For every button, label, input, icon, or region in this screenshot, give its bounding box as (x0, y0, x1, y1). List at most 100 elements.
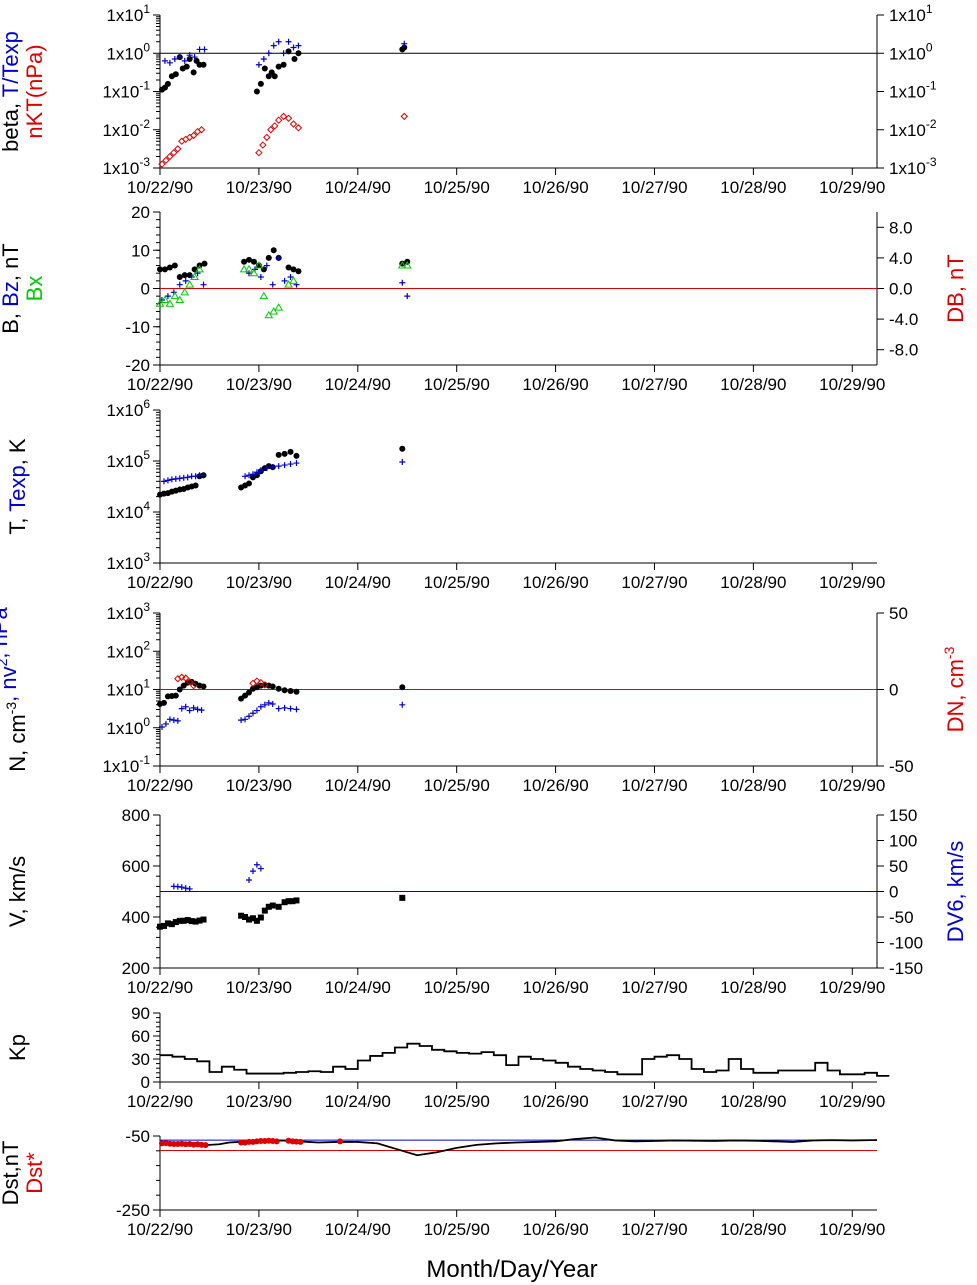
data-point (178, 673, 186, 681)
data-point (259, 291, 269, 300)
data-point (182, 277, 189, 284)
data-point (260, 55, 267, 62)
data-point (164, 477, 171, 484)
data-point (289, 898, 296, 905)
data-point (184, 474, 191, 481)
right-axis-label: DN, cm-3 (941, 646, 968, 732)
y-tick-label: 90 (131, 1004, 150, 1023)
data-point (190, 704, 197, 711)
data-point (165, 299, 175, 307)
panel-dst: -250 -50 10/22/90 10/23/90 10/24/90 10/25/90 1… (0, 1127, 885, 1239)
data-point (400, 112, 408, 121)
data-point (192, 482, 199, 489)
panel-beta: 1x10-3 1x10-2 1x10-1 1x100 1x101 1x10-3 1x10-2… (0, 2, 937, 197)
data-point (198, 707, 205, 714)
x-tick-label: 10/23/90 (226, 776, 292, 795)
data-point (267, 126, 275, 134)
data-point (254, 261, 264, 269)
data-point (242, 914, 249, 920)
data-point (265, 50, 272, 57)
data-point (182, 674, 190, 682)
data-point (171, 262, 178, 269)
data-point (253, 469, 260, 476)
data-point (271, 73, 278, 80)
data-point (275, 254, 282, 261)
y-tick-label: 800 (122, 806, 150, 825)
x-tick-label: 10/22/90 (127, 776, 193, 795)
x-tick-label: 10/22/90 (127, 1092, 193, 1111)
data-point (293, 897, 300, 904)
data-point (246, 270, 253, 277)
data-point (246, 256, 253, 263)
y-tick-label: 0 (141, 1073, 150, 1092)
x-tick-label: 10/27/90 (621, 1220, 687, 1239)
data-point (269, 701, 276, 708)
y-tick-label: 1x103 (106, 550, 150, 573)
data-point (273, 1138, 280, 1145)
x-tick-label: 10/25/90 (424, 573, 490, 592)
x-tick-label: 10/26/90 (522, 1092, 588, 1111)
data-point (249, 915, 256, 922)
data-point (181, 272, 188, 279)
data-point (246, 472, 253, 479)
x-tick-label: 10/26/90 (522, 573, 588, 592)
data-point (257, 703, 264, 710)
data-point (336, 1138, 343, 1145)
data-point (170, 717, 177, 724)
x-tick-label: 10/22/90 (127, 978, 193, 997)
x-tick-label: 10/26/90 (522, 776, 588, 795)
data-point (157, 923, 163, 930)
y-tick-label: 1x101 (106, 2, 150, 25)
data-point (397, 261, 407, 269)
x-tick-label: 10/29/90 (819, 1220, 885, 1239)
x-tick-label: 10/24/90 (325, 178, 391, 197)
data-point (172, 692, 179, 699)
x-tick-label: 10/25/90 (424, 1220, 490, 1239)
data-point (280, 50, 287, 57)
data-point (176, 274, 183, 281)
data-point (270, 42, 277, 49)
data-point (175, 295, 185, 303)
data-point (289, 120, 298, 128)
data-point (265, 254, 272, 261)
y-axis-label: nKT(nPa) (22, 44, 47, 138)
data-point (294, 124, 303, 132)
x-tick-label: 10/27/90 (621, 978, 687, 997)
data-point (285, 898, 292, 905)
right-tick-label: -50 (889, 908, 914, 927)
y-axis-label: T, Texp, K (5, 438, 30, 535)
data-point (192, 918, 199, 925)
data-point (160, 922, 167, 929)
right-tick-label: 0.0 (889, 280, 913, 299)
data-point (200, 472, 207, 479)
data-point (185, 280, 195, 288)
y-tick-label: -10 (125, 318, 150, 337)
data-point (284, 114, 293, 122)
data-point (275, 705, 282, 712)
panel-velocity: 200 400 600 800 -150 -100 -50 0 50 100 150 10/22/90… (5, 806, 968, 997)
data-point (246, 689, 253, 696)
x-axis-label: Month/Day/Year (426, 1256, 597, 1283)
series-line (160, 1042, 890, 1077)
y-tick-label: -20 (125, 356, 150, 375)
data-point (249, 710, 256, 717)
data-point (172, 71, 179, 78)
data-point (253, 707, 260, 714)
data-point (281, 277, 288, 284)
data-point (160, 295, 170, 303)
data-point (255, 61, 262, 68)
data-point (279, 112, 288, 121)
data-point (190, 69, 197, 76)
x-tick-label: 10/27/90 (621, 178, 687, 197)
x-tick-label: 10/27/90 (621, 776, 687, 795)
data-point (184, 917, 191, 924)
x-tick-label: 10/25/90 (424, 1092, 490, 1111)
data-point (253, 861, 260, 868)
data-point (188, 918, 195, 925)
x-tick-label: 10/24/90 (325, 375, 391, 394)
data-point (238, 912, 245, 919)
right-tick-label: 0 (889, 883, 898, 902)
right-tick-label: 50 (889, 857, 908, 876)
data-point (290, 266, 297, 273)
data-point (200, 281, 207, 288)
